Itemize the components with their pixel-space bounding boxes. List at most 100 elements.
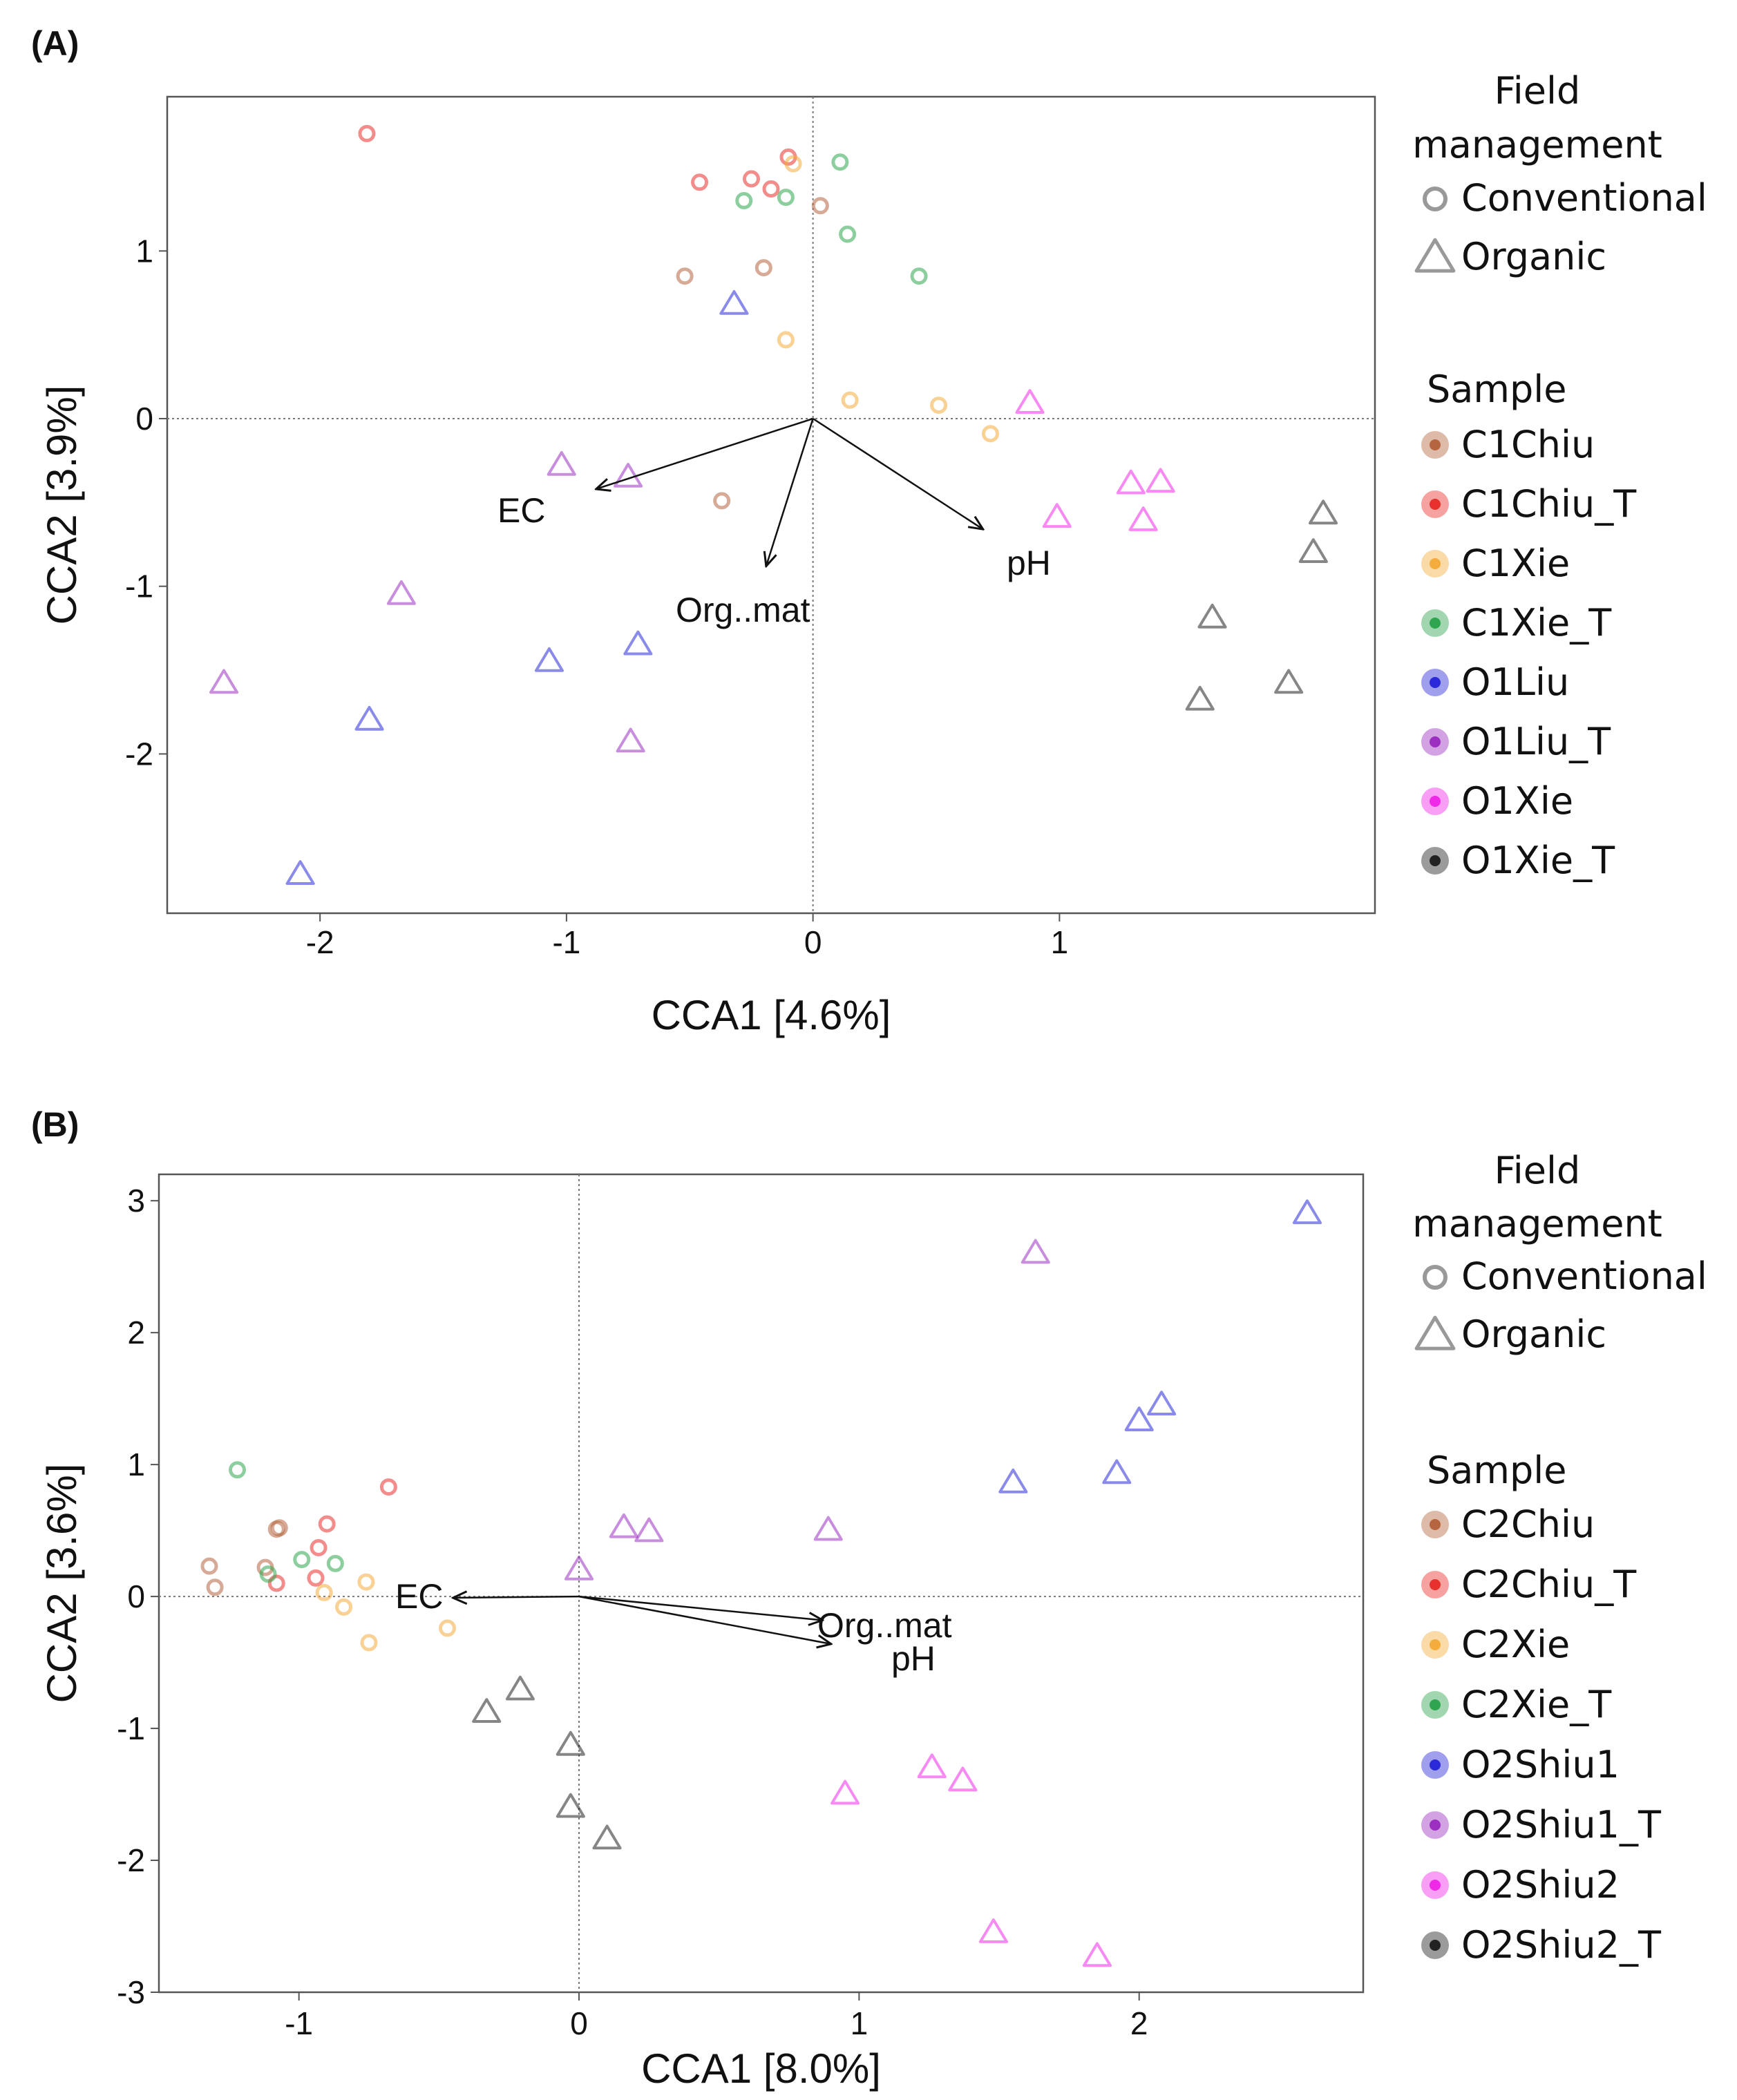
point-O1Liu <box>354 705 384 731</box>
point-C1Chiu <box>754 259 772 277</box>
point-C1Xie_T <box>777 189 795 207</box>
point-O2Shiu1_T <box>813 1516 843 1541</box>
point-C1Chiu <box>811 197 829 215</box>
point-C2Xie_T <box>326 1554 344 1572</box>
point-O1Liu_T <box>547 451 576 476</box>
point-O1Liu <box>285 860 315 885</box>
vector-label: Org..mat <box>676 591 810 629</box>
legend-swatch-dot <box>1430 1759 1441 1770</box>
x-tick-label: -1 <box>285 2005 313 2041</box>
legend-sample-label: C1Xie <box>1461 542 1570 585</box>
series-C2Chiu <box>200 1519 288 1596</box>
legend-swatch-dot <box>1430 558 1441 569</box>
point-C2Xie <box>357 1573 375 1591</box>
legend-shape-label: Conventional <box>1461 176 1707 220</box>
point-O1Xie_T <box>1274 669 1304 694</box>
point-C1Chiu <box>713 492 731 510</box>
point-C2Xie_T <box>259 1565 277 1583</box>
point-C1Chiu <box>676 267 694 285</box>
point-C1Xie_T <box>735 191 753 209</box>
series-C1Chiu_T <box>358 124 797 198</box>
legend-sample-label: C2Chiu <box>1461 1502 1595 1546</box>
series-O2Shiu1 <box>998 1199 1322 1493</box>
legend-title: Field <box>1494 69 1581 113</box>
legend-title: management <box>1412 123 1662 166</box>
series-O2Shiu2_T <box>472 1675 622 1850</box>
legend-sample-label: O2Shiu1_T <box>1461 1803 1662 1846</box>
point-C1Xie_T <box>831 153 849 171</box>
legend-sample-title: Sample <box>1427 368 1566 411</box>
point-O1Liu <box>719 290 749 315</box>
legend-title: management <box>1412 1202 1662 1245</box>
legend-swatch-dot <box>1430 796 1441 807</box>
point-O2Shiu2 <box>978 1918 1008 1943</box>
panel-label: (B) <box>31 1105 79 1144</box>
point-C2Xie_T <box>228 1461 246 1479</box>
point-C2Chiu <box>206 1578 224 1596</box>
x-tick-label: 0 <box>570 2005 588 2041</box>
y-tick-label: 0 <box>135 401 153 437</box>
point-C1Xie_T <box>839 225 857 243</box>
point-C2Chiu_T <box>267 1574 285 1592</box>
legend: Field management Conventional Organic Sample… <box>1412 69 1707 882</box>
point-O1Xie_T <box>1185 685 1215 711</box>
y-tick-label: -1 <box>117 1710 145 1746</box>
point-C2Xie <box>439 1619 457 1637</box>
legend-swatch-dot <box>1430 1699 1441 1710</box>
legend-triangle-symbol <box>1414 1315 1456 1350</box>
point-C2Chiu_T <box>318 1515 336 1533</box>
vector-ph <box>812 417 983 529</box>
legend-swatch-dot <box>1430 677 1441 688</box>
series-O1Xie <box>1015 389 1175 531</box>
series-O1Liu_T <box>209 451 645 753</box>
legend-sample-label: O2Shiu2 <box>1461 1863 1620 1907</box>
point-O2Shiu2 <box>1082 1942 1112 1967</box>
y-tick-label: -2 <box>117 1842 145 1878</box>
point-C1Xie <box>777 331 795 349</box>
legend-sample-label: C2Chiu_T <box>1461 1563 1637 1606</box>
series-O2Shiu1_T <box>564 1239 1050 1581</box>
legend-sample-title: Sample <box>1427 1449 1566 1492</box>
legend-swatch-dot <box>1430 1940 1441 1951</box>
vector-ec <box>596 417 814 489</box>
x-tick-label: -2 <box>306 924 334 960</box>
legend-sample-label: O1Liu <box>1461 660 1569 704</box>
legend-swatch-dot <box>1430 855 1441 866</box>
legend-swatch-dot <box>1430 1880 1441 1891</box>
point-O1Xie_T <box>1197 603 1227 629</box>
point-C1Chiu_T <box>691 173 709 191</box>
plot-frame <box>166 95 1376 915</box>
legend-swatch-dot <box>1430 736 1441 747</box>
y-axis-label: CCA2 [3.6%] <box>39 1464 85 1703</box>
legend-triangle-symbol <box>1414 238 1456 273</box>
legend-shape-label: Organic <box>1461 1312 1606 1356</box>
panel-b: (B) -1 0 1 2 -3 -2 -1 0 1 2 3 CCA1 [8.0%] CCA2 [3.6%]… <box>31 1105 1707 2092</box>
series-C2Xie <box>315 1573 457 1652</box>
y-tick-label: -3 <box>117 1974 145 2010</box>
legend: Field management Conventional Organic Sample… <box>1412 1149 1707 1967</box>
point-O2Shiu1_T <box>634 1517 664 1543</box>
y-tick-label: 3 <box>127 1183 145 1219</box>
y-tick-label: -2 <box>125 736 153 772</box>
x-axis-label: CCA1 [8.0%] <box>641 2045 881 2092</box>
point-O1Liu <box>623 630 653 656</box>
point-O1Xie_T <box>1309 499 1338 525</box>
plot-frame <box>158 1173 1365 1994</box>
vector-label: EC <box>395 1577 443 1616</box>
vector-label: pH <box>891 1639 936 1678</box>
point-C2Xie <box>360 1634 378 1652</box>
point-O2Shiu2_T <box>505 1675 535 1701</box>
series-O1Xie_T <box>1185 499 1338 711</box>
vector-org-mat <box>578 1595 823 1620</box>
x-tick-label: 0 <box>804 924 822 960</box>
legend-title: Field <box>1494 1149 1581 1192</box>
legend-circle-symbol <box>1423 187 1448 211</box>
point-O1Xie <box>1128 506 1158 531</box>
point-O1Xie <box>1015 389 1045 414</box>
point-O2Shiu1 <box>1147 1391 1177 1415</box>
point-O1Xie <box>1146 468 1175 493</box>
x-tick-label: 1 <box>851 2005 868 2041</box>
legend-swatch-dot <box>1430 1639 1441 1650</box>
point-O2Shiu2 <box>830 1779 860 1805</box>
